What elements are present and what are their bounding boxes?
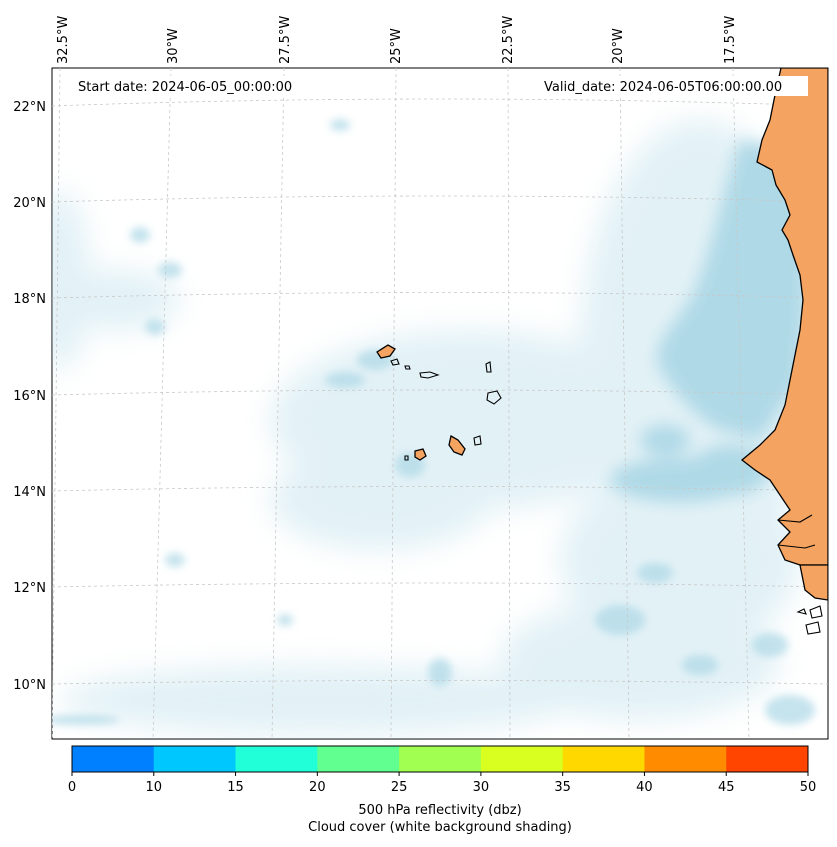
sao-nicolau-island	[419, 371, 440, 379]
colorbar-tick-label: 20	[309, 780, 326, 795]
santiago-island	[448, 434, 466, 456]
lon-label: 20°W	[611, 28, 626, 64]
lat-label: 20°N	[13, 196, 46, 211]
start-date-annotation: Start date: 2024-06-05_00:00:00	[72, 76, 312, 96]
colorbar-tick-label: 30	[473, 780, 490, 795]
colorbar-swatch	[726, 746, 809, 772]
colorbar-swatch	[235, 746, 318, 772]
latitude-labels: 22°N 20°N 18°N 16°N 14°N 12°N 10°N	[13, 100, 46, 693]
lon-label: 32.5°W	[56, 16, 71, 64]
colorbar-tick-label: 50	[800, 780, 817, 795]
maio-island	[473, 435, 482, 446]
cape-verde-islands	[376, 344, 502, 461]
colorbar-swatch	[317, 746, 400, 772]
colorbar-swatch	[399, 746, 482, 772]
colorbar-label: 500 hPa reflectivity (dbz)	[358, 803, 521, 818]
colorbar-tick-label: 10	[146, 780, 163, 795]
santa-luzia-island	[404, 365, 411, 370]
sal-island	[485, 361, 492, 373]
sao-vicente-island	[390, 358, 400, 366]
colorbar-tick-label: 0	[68, 780, 76, 795]
colorbar-swatch	[72, 746, 155, 772]
graticule	[52, 68, 828, 739]
colorbar-tick-label: 15	[227, 780, 244, 795]
brava-island	[404, 455, 409, 461]
colorbar-swatch	[644, 746, 727, 772]
colorbar-tick-label: 45	[718, 780, 735, 795]
lon-label: 17.5°W	[723, 16, 738, 64]
valid-date-annotation: Valid_date: 2024-06-05T06:00:00.00	[538, 76, 808, 96]
lat-label: 18°N	[13, 292, 46, 307]
lat-label: 10°N	[13, 678, 46, 693]
colorbar-swatches	[72, 746, 809, 772]
cloud-cover-layer	[52, 119, 820, 735]
lon-label: 30°W	[166, 28, 181, 64]
lat-label: 22°N	[13, 100, 46, 115]
start-date-text: Start date: 2024-06-05_00:00:00	[78, 80, 292, 95]
colorbar-tick-label: 40	[636, 780, 653, 795]
fogo-island	[414, 448, 427, 461]
colorbar-sublabel: Cloud cover (white background shading)	[308, 820, 572, 835]
map-content	[52, 68, 828, 739]
colorbar-tick-label: 35	[554, 780, 571, 795]
colorbar-ticks: 0 10 15 20 25 30 35 40 45 50	[68, 772, 816, 795]
lat-label: 14°N	[13, 485, 46, 500]
lon-label: 22.5°W	[501, 16, 516, 64]
colorbar-tick-label: 25	[391, 780, 408, 795]
colorbar-swatch	[480, 746, 564, 772]
boa-vista-island	[486, 390, 502, 405]
colorbar-swatch	[562, 746, 645, 772]
africa-land	[740, 68, 828, 635]
santo-antao-island	[376, 344, 396, 359]
valid-date-text: Valid_date: 2024-06-05T06:00:00.00	[544, 80, 782, 95]
lon-label: 27.5°W	[278, 16, 293, 64]
longitude-labels: 32.5°W 30°W 27.5°W 25°W 22.5°W 20°W 17.5…	[56, 16, 738, 64]
lat-label: 12°N	[13, 581, 46, 596]
colorbar-swatch	[153, 746, 237, 772]
colorbar-outline	[71, 745, 809, 773]
colorbar: 0 10 15 20 25 30 35 40 45 50 500 hPa reflectivity…	[68, 745, 816, 835]
lon-label: 25°W	[389, 28, 404, 64]
lat-label: 16°N	[13, 389, 46, 404]
